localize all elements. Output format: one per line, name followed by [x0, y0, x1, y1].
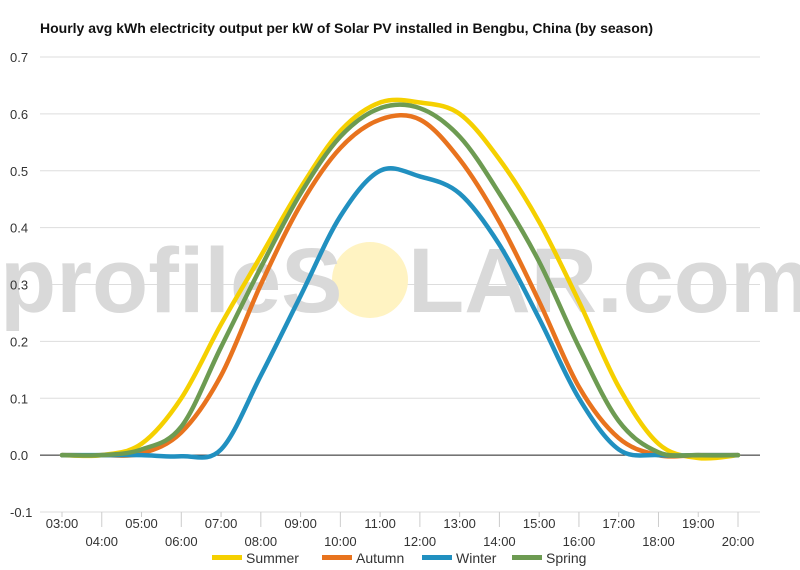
y-tick-label: 0.2 [10, 334, 28, 349]
y-tick-label: 0.4 [10, 221, 28, 236]
x-tick-label: 05:00 [125, 516, 158, 531]
watermark-sun [332, 242, 408, 318]
x-tick-label: 17:00 [602, 516, 635, 531]
series-line-spring [59, 102, 741, 458]
x-tick-label: 06:00 [165, 534, 198, 549]
x-axis-ticks: 03:00 04:00 05:00 06:00 07:00 08:00 09:00 10:00… [46, 512, 755, 549]
series-line-summer [59, 97, 741, 461]
x-tick-label: 19:00 [682, 516, 715, 531]
y-tick-label: 0.6 [10, 107, 28, 122]
legend-swatch [212, 555, 242, 560]
x-tick-label: 20:00 [722, 534, 755, 549]
x-tick-label: 08:00 [245, 534, 278, 549]
y-tick-label: 0.0 [10, 448, 28, 463]
chart-title: Hourly avg kWh electricity output per kW… [40, 20, 653, 36]
y-tick-label: 0.7 [10, 50, 28, 65]
legend-swatch [512, 555, 542, 560]
x-tick-label: 09:00 [284, 516, 317, 531]
legend-item-summer[interactable]: Summer [212, 550, 299, 566]
series-line-winter [59, 166, 741, 460]
x-tick-label: 14:00 [483, 534, 516, 549]
x-tick-label: 07:00 [205, 516, 238, 531]
y-tick-label: -0.1 [10, 505, 32, 520]
watermark-text-before: profileS [0, 230, 342, 332]
x-tick-label: 03:00 [46, 516, 79, 531]
legend: Summer Autumn Winter Spring [212, 550, 586, 566]
x-tick-label: 13:00 [443, 516, 476, 531]
y-axis-ticks: 0.7 0.6 0.5 0.4 0.3 0.2 0.1 0.0 -0.1 [10, 50, 32, 520]
legend-label: Winter [456, 550, 497, 566]
legend-label: Autumn [356, 550, 404, 566]
y-tick-label: 0.5 [10, 164, 28, 179]
watermark: profileS LAR.com [0, 230, 800, 332]
x-tick-label: 18:00 [642, 534, 675, 549]
x-tick-label: 12:00 [404, 534, 437, 549]
y-tick-label: 0.3 [10, 278, 28, 293]
legend-swatch [322, 555, 352, 560]
x-tick-label: 16:00 [563, 534, 596, 549]
legend-swatch [422, 555, 452, 560]
x-tick-label: 11:00 [364, 516, 396, 531]
watermark-text-after: LAR.com [408, 230, 800, 332]
legend-label: Spring [546, 550, 586, 566]
x-tick-label: 10:00 [324, 534, 357, 549]
legend-label: Summer [246, 550, 299, 566]
series-lines [59, 97, 741, 461]
legend-item-winter[interactable]: Winter [422, 550, 497, 566]
x-tick-label: 04:00 [85, 534, 118, 549]
x-tick-label: 15:00 [523, 516, 556, 531]
legend-item-autumn[interactable]: Autumn [322, 550, 404, 566]
y-tick-label: 0.1 [10, 391, 28, 406]
legend-item-spring[interactable]: Spring [512, 550, 586, 566]
series-line-autumn [59, 113, 741, 459]
